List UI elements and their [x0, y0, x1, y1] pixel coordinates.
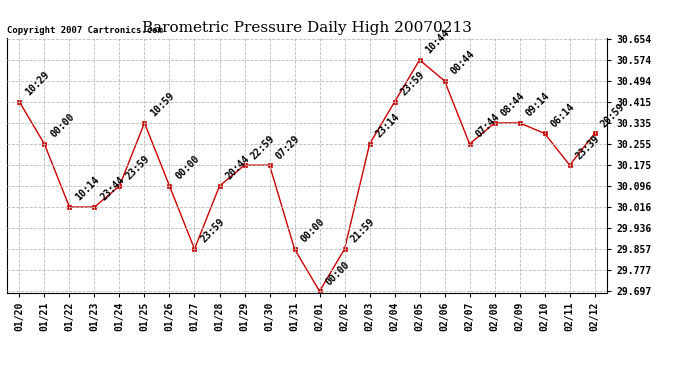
- Text: 21:59: 21:59: [348, 217, 377, 245]
- Text: 23:59: 23:59: [199, 217, 226, 245]
- Text: 00:44: 00:44: [448, 49, 477, 77]
- Text: 23:59: 23:59: [124, 154, 152, 182]
- Text: 00:00: 00:00: [299, 217, 326, 245]
- Text: 23:59: 23:59: [399, 70, 426, 98]
- Text: 06:14: 06:14: [549, 102, 577, 129]
- Text: 07:44: 07:44: [474, 112, 502, 140]
- Text: 10:14: 10:14: [74, 175, 101, 203]
- Text: 20:44: 20:44: [224, 154, 252, 182]
- Text: 22:59: 22:59: [248, 133, 277, 161]
- Text: 00:00: 00:00: [174, 154, 201, 182]
- Text: 10:44: 10:44: [424, 28, 452, 56]
- Title: Barometric Pressure Daily High 20070213: Barometric Pressure Daily High 20070213: [142, 21, 472, 35]
- Text: 07:29: 07:29: [274, 133, 302, 161]
- Text: Copyright 2007 Cartronics.com: Copyright 2007 Cartronics.com: [7, 26, 163, 35]
- Text: 23:44: 23:44: [99, 175, 126, 203]
- Text: 08:44: 08:44: [499, 91, 526, 119]
- Text: 09:14: 09:14: [524, 91, 552, 119]
- Text: 00:00: 00:00: [48, 112, 77, 140]
- Text: 00:00: 00:00: [324, 259, 352, 287]
- Text: 23:39: 23:39: [574, 133, 602, 161]
- Text: 10:29: 10:29: [23, 70, 52, 98]
- Text: 23:14: 23:14: [374, 112, 402, 140]
- Text: 10:59: 10:59: [148, 91, 177, 119]
- Text: 20:59: 20:59: [599, 102, 627, 129]
